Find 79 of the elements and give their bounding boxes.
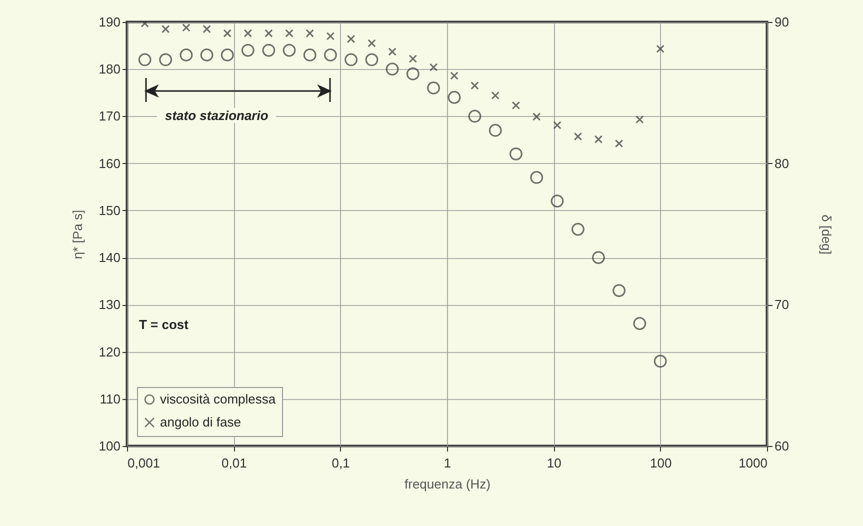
y-tick-label: 150 [98, 202, 120, 218]
y-tick-label: 160 [98, 156, 120, 171]
y-tick-label: 120 [98, 344, 120, 360]
point [636, 115, 644, 124]
x-tick-label: 1 [444, 456, 452, 470]
annotation: T = cost [139, 317, 188, 332]
point [241, 44, 254, 57]
y2-tick-label: 70 [774, 297, 789, 312]
point [470, 81, 479, 90]
point [285, 29, 294, 38]
point [344, 53, 358, 66]
point [553, 121, 562, 130]
point [654, 354, 667, 368]
point [612, 284, 626, 297]
point [450, 72, 458, 80]
point [223, 29, 232, 38]
point [303, 48, 316, 62]
point [491, 91, 500, 100]
y2-axis-title: δ [deg] [818, 214, 834, 254]
x-tick-label: 0,01 [222, 456, 247, 470]
x-tick-label: 0,001 [128, 456, 160, 470]
point [324, 48, 337, 62]
point [614, 139, 624, 148]
point [429, 63, 438, 72]
point [182, 24, 190, 32]
point [326, 32, 335, 40]
point [406, 67, 420, 80]
point [408, 54, 418, 63]
point [368, 39, 376, 48]
point [633, 317, 646, 330]
point [388, 48, 396, 56]
point [656, 44, 664, 53]
point [594, 135, 603, 144]
point [264, 29, 273, 38]
point [159, 53, 172, 66]
x-axis-title: frequenza (Hz) [404, 476, 490, 492]
point [282, 44, 296, 57]
point [386, 62, 399, 76]
point [200, 48, 214, 62]
point [530, 171, 544, 184]
point [138, 53, 152, 66]
y-tick-label: 170 [98, 108, 120, 124]
point [244, 29, 252, 38]
y-tick-label: 180 [98, 62, 120, 77]
point [202, 24, 211, 34]
y-tick-label: 140 [98, 250, 120, 266]
point [346, 34, 356, 44]
point [448, 90, 461, 104]
point [488, 124, 502, 137]
point [161, 24, 170, 34]
legend-label: viscosità complessa [160, 392, 276, 406]
point [532, 112, 541, 121]
y2-tick-label: 60 [774, 438, 789, 454]
x-tick-label: 0,1 [332, 456, 350, 470]
point [510, 147, 522, 160]
point [592, 251, 605, 264]
point [572, 222, 584, 236]
legend-label: angolo di fase [160, 414, 241, 430]
point [365, 53, 378, 66]
point [427, 82, 440, 94]
point [550, 194, 564, 208]
annotation: stato stazionario [157, 108, 276, 123]
point [468, 110, 482, 123]
point [220, 48, 234, 62]
y2-tick-label: 80 [774, 156, 789, 171]
point [574, 132, 582, 141]
x-tick-label: 10 [546, 456, 562, 470]
y-tick-label: 110 [100, 391, 120, 406]
y-tick-label: 130 [98, 297, 120, 312]
point [512, 101, 520, 110]
x-tick-label: 1000 [738, 456, 768, 470]
y-axis-title: η* [Pa s] [70, 210, 85, 260]
point [180, 48, 193, 62]
y-tick-label: 190 [98, 14, 120, 30]
y2-tick-label: 90 [774, 14, 789, 30]
point [306, 29, 314, 38]
point [262, 44, 276, 57]
x-tick-label: 100 [650, 456, 672, 470]
y-tick-label: 100 [98, 438, 120, 454]
